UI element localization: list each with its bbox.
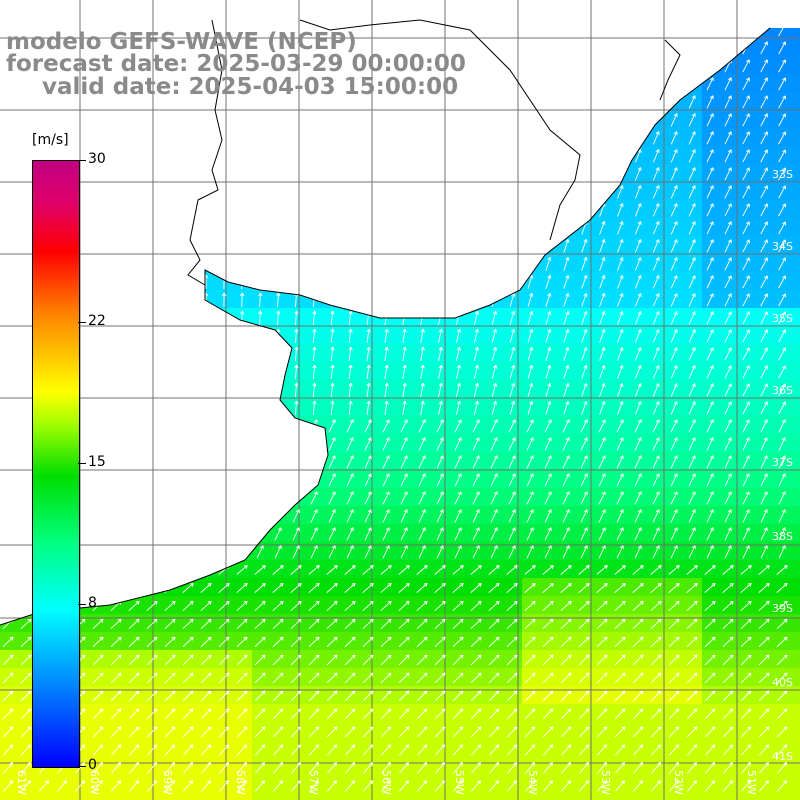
colorbar-tick-mark [78, 160, 86, 161]
lon-label: 60W [88, 770, 101, 795]
colorbar-tick-label: 0 [88, 757, 97, 773]
colorbar-tick-label: 15 [88, 454, 106, 470]
lon-label: 51W [745, 770, 758, 795]
lat-label: 34S [772, 240, 793, 253]
lat-label: 38S [772, 530, 793, 543]
lon-label: 61W [15, 770, 28, 795]
colorbar-tick-label: 22 [88, 312, 106, 329]
lat-label: 41S [772, 750, 793, 763]
lon-label: 56W [380, 770, 393, 795]
colorbar-tick-label: 8 [88, 595, 97, 612]
lon-label: 53W [599, 770, 612, 795]
lat-label: 40S [772, 676, 793, 689]
lat-label: 33S [772, 168, 793, 181]
lon-label: 59W [161, 770, 174, 795]
lon-labels: 61W 60W 59W 58W 57W 56W 55W 54W 53W 52W 51W [15, 770, 758, 795]
colorbar-tick-mark [78, 321, 86, 323]
colorbar-tick-mark [78, 604, 86, 606]
lon-label: 58W [234, 770, 247, 795]
colorbar-tick-mark [78, 766, 86, 767]
lon-label: 55W [453, 770, 466, 795]
forecast-date: forecast date: 2025-03-29 00:00:00 [6, 51, 466, 77]
lat-label: 35S [772, 312, 793, 325]
lat-label: 39S [772, 602, 793, 615]
colorbar [32, 160, 80, 768]
lat-label: 37S [772, 456, 793, 469]
lat-label: 36S [772, 384, 793, 397]
lon-label: 52W [672, 770, 685, 795]
lon-label: 54W [526, 770, 539, 795]
valid-date: valid date: 2025-04-03 15:00:00 [42, 74, 459, 100]
colorbar-tick-mark [78, 463, 86, 464]
coastline [0, 19, 771, 626]
model-title: modelo GEFS-WAVE (NCEP) [6, 29, 357, 55]
lon-label: 57W [307, 770, 320, 795]
colorbar-tick-label: 30 [88, 151, 106, 167]
lat-labels: 33S 34S 35S 36S 37S 38S 39S 40S 41S [772, 168, 793, 763]
colorbar-unit: [m/s] [32, 132, 69, 148]
wind-speed-field [0, 28, 800, 800]
